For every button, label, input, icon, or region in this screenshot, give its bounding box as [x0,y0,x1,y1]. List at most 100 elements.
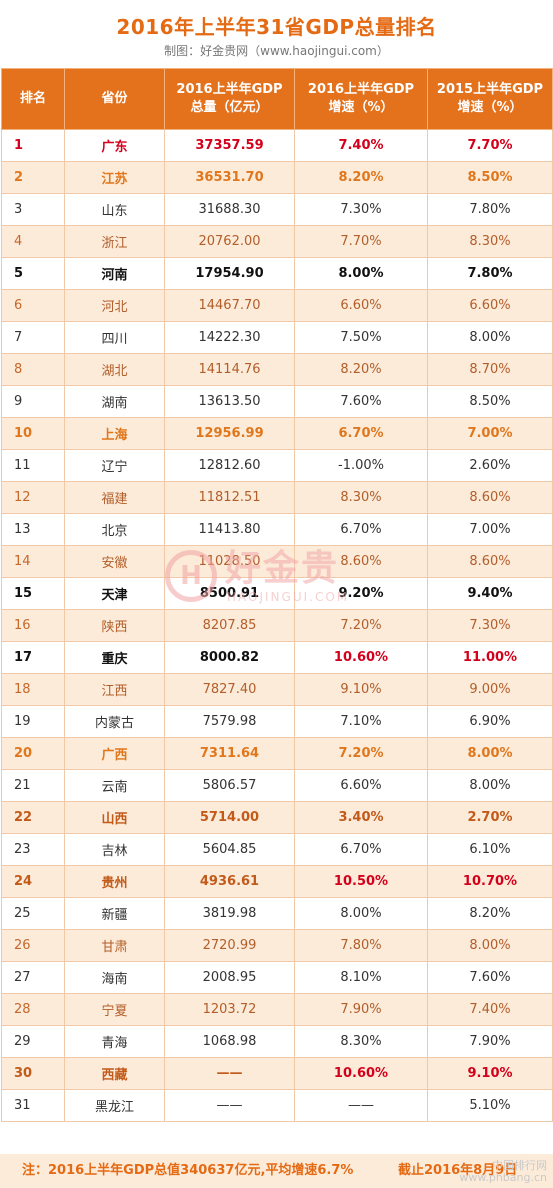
table-row: 19 内蒙古 7579.98 7.10% 6.90% [1,705,553,738]
province-cell: 湖南 [64,385,165,418]
table-row: 9 湖南 13613.50 7.60% 8.50% [1,385,553,418]
gdp-cell: 12812.60 [164,449,295,482]
col-header-gdp: 2016上半年GDP 总量（亿元） [164,68,295,130]
rank-cell: 21 [1,769,65,802]
gdp-cell: 2008.95 [164,961,295,994]
table-row: 13 北京 11413.80 6.70% 7.00% [1,513,553,546]
growth-2015-cell: 6.90% [427,705,553,738]
table-row: 8 湖北 14114.76 8.20% 8.70% [1,353,553,386]
table-row: 30 西藏 —— 10.60% 9.10% [1,1057,553,1090]
growth-2016-cell: 7.50% [294,321,428,354]
header: 2016年上半年31省GDP总量排名 制图：好金贵网（www.haojingui… [0,0,553,68]
growth-2016-cell: 6.70% [294,833,428,866]
growth-2015-cell: 8.60% [427,481,553,514]
table-row: 11 辽宁 12812.60 -1.00% 2.60% [1,449,553,482]
growth-2015-cell: 8.60% [427,545,553,578]
gdp-cell: 14467.70 [164,289,295,322]
rank-cell: 30 [1,1057,65,1090]
growth-2016-cell: 9.20% [294,577,428,610]
province-cell: 陕西 [64,609,165,642]
growth-2015-cell: 7.30% [427,609,553,642]
province-cell: 山东 [64,193,165,226]
table-row: 23 吉林 5604.85 6.70% 6.10% [1,833,553,866]
gdp-cell: 13613.50 [164,385,295,418]
gdp-cell: 11028.50 [164,545,295,578]
growth-2015-cell: 8.00% [427,737,553,770]
growth-2016-cell: 3.40% [294,801,428,834]
growth-2015-cell: 11.00% [427,641,553,674]
growth-2015-cell: 6.10% [427,833,553,866]
growth-2015-cell: 9.40% [427,577,553,610]
rank-cell: 25 [1,897,65,930]
province-cell: 云南 [64,769,165,802]
rank-cell: 10 [1,417,65,450]
rank-cell: 4 [1,225,65,258]
growth-2015-cell: 8.50% [427,385,553,418]
growth-2016-cell: 7.90% [294,993,428,1026]
gdp-cell: 1203.72 [164,993,295,1026]
growth-2016-cell: 7.20% [294,737,428,770]
gdp-cell: 14222.30 [164,321,295,354]
gdp-cell: 8500.91 [164,577,295,610]
rank-cell: 13 [1,513,65,546]
growth-2015-cell: 9.00% [427,673,553,706]
rank-cell: 14 [1,545,65,578]
growth-2016-cell: 8.20% [294,161,428,194]
table-row: 3 山东 31688.30 7.30% 7.80% [1,193,553,226]
province-cell: 山西 [64,801,165,834]
gdp-cell: 8207.85 [164,609,295,642]
growth-2015-cell: 9.10% [427,1057,553,1090]
province-cell: 江西 [64,673,165,706]
gdp-cell: 5604.85 [164,833,295,866]
rank-cell: 19 [1,705,65,738]
gdp-cell: 31688.30 [164,193,295,226]
growth-2015-cell: 8.00% [427,769,553,802]
table-row: 17 重庆 8000.82 10.60% 11.00% [1,641,553,674]
province-cell: 河北 [64,289,165,322]
growth-2016-cell: 10.60% [294,1057,428,1090]
table-row: 24 贵州 4936.61 10.50% 10.70% [1,865,553,898]
growth-2015-cell: 7.80% [427,193,553,226]
growth-2015-cell: 2.60% [427,449,553,482]
growth-2015-cell: 5.10% [427,1089,553,1122]
province-cell: 贵州 [64,865,165,898]
growth-2016-cell: 8.20% [294,353,428,386]
gdp-cell: 17954.90 [164,257,295,290]
growth-2015-cell: 7.80% [427,257,553,290]
growth-2015-cell: 2.70% [427,801,553,834]
growth-2016-cell: 8.10% [294,961,428,994]
table-row: 26 甘肃 2720.99 7.80% 8.00% [1,929,553,962]
growth-2016-cell: 6.70% [294,513,428,546]
growth-2016-cell: 6.70% [294,417,428,450]
rank-cell: 5 [1,257,65,290]
rank-cell: 24 [1,865,65,898]
growth-2015-cell: 6.60% [427,289,553,322]
rank-cell: 7 [1,321,65,354]
gdp-cell: 36531.70 [164,161,295,194]
gdp-ranking-table: 排名 省份 2016上半年GDP 总量（亿元） 2016上半年GDP 增速（%） 2… [1,68,553,1122]
table-row: 16 陕西 8207.85 7.20% 7.30% [1,609,553,642]
gdp-cell: 1068.98 [164,1025,295,1058]
province-cell: 江苏 [64,161,165,194]
province-cell: 西藏 [64,1057,165,1090]
province-cell: 新疆 [64,897,165,930]
growth-2016-cell: 10.50% [294,865,428,898]
province-cell: 湖北 [64,353,165,386]
gdp-cell: 12956.99 [164,417,295,450]
growth-2015-cell: 7.00% [427,417,553,450]
table-row: 21 云南 5806.57 6.60% 8.00% [1,769,553,802]
rank-cell: 18 [1,673,65,706]
province-cell: 安徽 [64,545,165,578]
table-row: 25 新疆 3819.98 8.00% 8.20% [1,897,553,930]
table-row: 15 天津 8500.91 9.20% 9.40% [1,577,553,610]
gdp-cell: 3819.98 [164,897,295,930]
province-cell: 甘肃 [64,929,165,962]
rank-cell: 28 [1,993,65,1026]
table-row: 27 海南 2008.95 8.10% 7.60% [1,961,553,994]
growth-2015-cell: 8.70% [427,353,553,386]
page-title: 2016年上半年31省GDP总量排名 [116,15,437,39]
province-cell: 吉林 [64,833,165,866]
gdp-cell: 7579.98 [164,705,295,738]
table-row: 29 青海 1068.98 8.30% 7.90% [1,1025,553,1058]
growth-2016-cell: 7.60% [294,385,428,418]
